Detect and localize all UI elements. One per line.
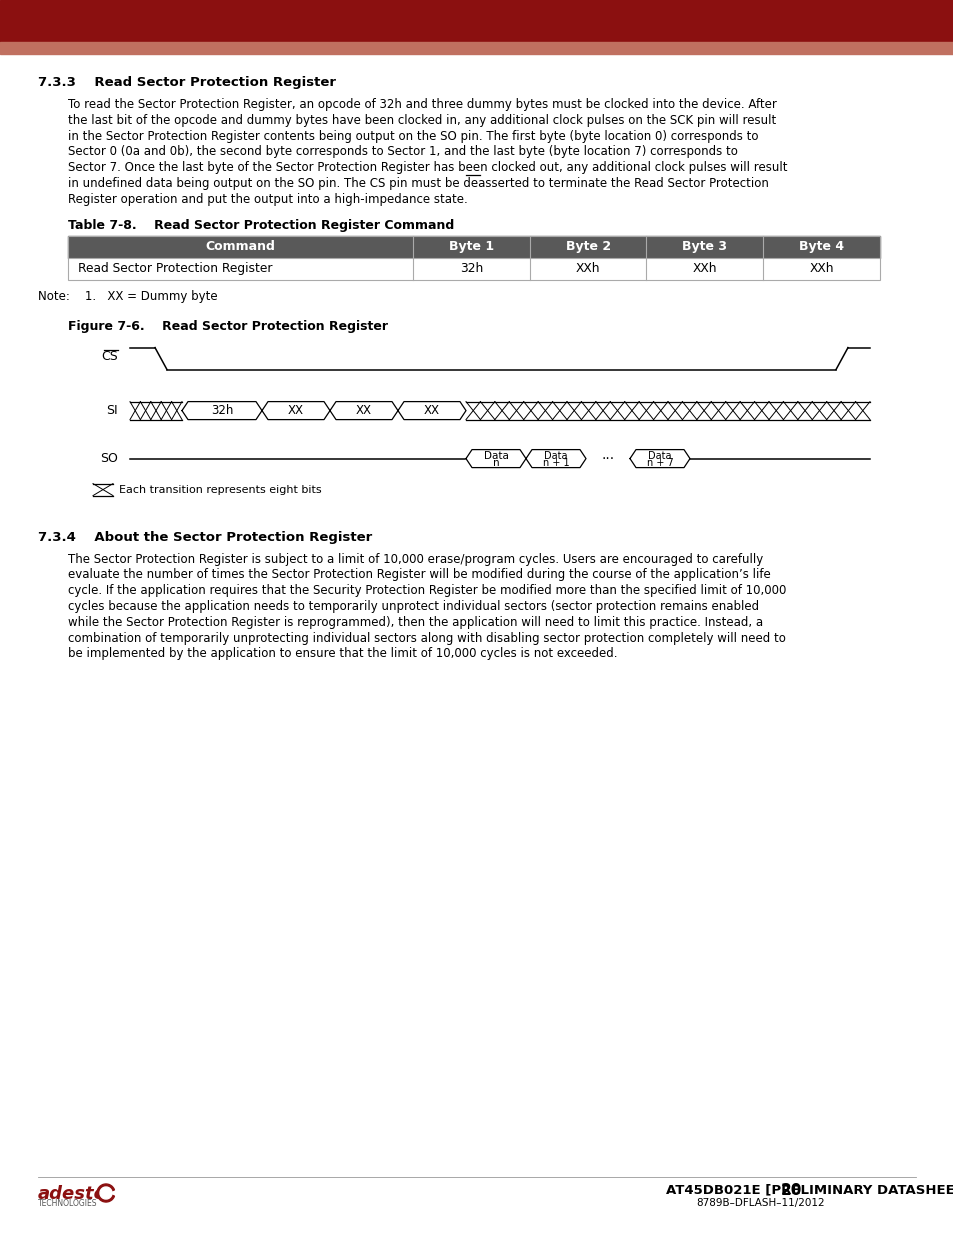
Text: Register operation and put the output into a high-impedance state.: Register operation and put the output in… — [68, 193, 467, 206]
Text: Note:    1.   XX = Dummy byte: Note: 1. XX = Dummy byte — [38, 289, 217, 303]
Text: combination of temporarily unprotecting individual sectors along with disabling : combination of temporarily unprotecting … — [68, 631, 785, 645]
Text: XX: XX — [423, 404, 439, 417]
Polygon shape — [262, 401, 330, 420]
Text: Byte 4: Byte 4 — [799, 240, 843, 253]
Text: 20: 20 — [781, 1183, 801, 1198]
Text: Byte 3: Byte 3 — [681, 240, 726, 253]
Text: 32h: 32h — [211, 404, 233, 417]
Text: Data: Data — [483, 451, 508, 461]
Polygon shape — [525, 450, 585, 468]
Text: XX: XX — [355, 404, 372, 417]
Text: Sector 0 (0a and 0b), the second byte corresponds to Sector 1, and the last byte: Sector 0 (0a and 0b), the second byte co… — [68, 146, 737, 158]
Text: Each transition represents eight bits: Each transition represents eight bits — [119, 484, 321, 494]
Text: The Sector Protection Register is subject to a limit of 10,000 erase/program cyc: The Sector Protection Register is subjec… — [68, 552, 762, 566]
Bar — [68, 236, 879, 279]
Polygon shape — [629, 450, 689, 468]
Text: AT45DB021E [PRELIMINARY DATASHEET]: AT45DB021E [PRELIMINARY DATASHEET] — [665, 1183, 953, 1195]
Bar — [0, 42, 953, 54]
Bar — [0, 0, 953, 42]
Text: Byte 2: Byte 2 — [565, 240, 610, 253]
Text: TECHNOLOGIES: TECHNOLOGIES — [38, 1199, 97, 1208]
Text: Command: Command — [205, 240, 275, 253]
Text: SO: SO — [100, 452, 118, 466]
Text: To read the Sector Protection Register, an opcode of 32h and three dummy bytes m: To read the Sector Protection Register, … — [68, 98, 776, 111]
Text: XX: XX — [288, 404, 304, 417]
Polygon shape — [182, 401, 262, 420]
Text: Data: Data — [648, 451, 671, 461]
Text: Read Sector Protection Register: Read Sector Protection Register — [78, 262, 273, 275]
Text: adesto: adesto — [38, 1186, 107, 1203]
Wedge shape — [100, 1187, 112, 1199]
Polygon shape — [330, 401, 397, 420]
Text: n + 7: n + 7 — [646, 457, 673, 468]
Text: 32h: 32h — [459, 262, 482, 275]
Text: the last bit of the opcode and dummy bytes have been clocked in, any additional : the last bit of the opcode and dummy byt… — [68, 114, 776, 127]
Text: be implemented by the application to ensure that the limit of 10,000 cycles is n: be implemented by the application to ens… — [68, 647, 617, 661]
Text: 7.3.3    Read Sector Protection Register: 7.3.3 Read Sector Protection Register — [38, 77, 335, 89]
Text: Byte 1: Byte 1 — [448, 240, 494, 253]
Text: ···: ··· — [600, 452, 614, 466]
Bar — [68, 258, 879, 279]
Text: evaluate the number of times the Sector Protection Register will be modified dur: evaluate the number of times the Sector … — [68, 568, 770, 582]
Bar — [68, 236, 879, 258]
Text: SI: SI — [107, 404, 118, 417]
Text: while the Sector Protection Register is reprogrammed), then the application will: while the Sector Protection Register is … — [68, 616, 762, 629]
Polygon shape — [397, 401, 465, 420]
Text: Table 7-8.    Read Sector Protection Register Command: Table 7-8. Read Sector Protection Regist… — [68, 219, 454, 232]
Text: in the Sector Protection Register contents being output on the SO pin. The first: in the Sector Protection Register conten… — [68, 130, 758, 142]
Text: cycle. If the application requires that the Security Protection Register be modi: cycle. If the application requires that … — [68, 584, 785, 598]
Text: XXh: XXh — [692, 262, 717, 275]
Text: Figure 7-6.    Read Sector Protection Register: Figure 7-6. Read Sector Protection Regis… — [68, 320, 388, 332]
Text: 7.3.4    About the Sector Protection Register: 7.3.4 About the Sector Protection Regist… — [38, 531, 372, 543]
Text: n: n — [492, 457, 498, 468]
Text: cycles because the application needs to temporarily unprotect individual sectors: cycles because the application needs to … — [68, 600, 759, 613]
Text: n + 1: n + 1 — [542, 457, 569, 468]
Text: XXh: XXh — [808, 262, 833, 275]
Polygon shape — [465, 450, 525, 468]
Text: XXh: XXh — [576, 262, 599, 275]
Text: Sector 7. Once the last byte of the Sector Protection Register has been clocked : Sector 7. Once the last byte of the Sect… — [68, 162, 786, 174]
Text: CS: CS — [101, 350, 118, 363]
Wedge shape — [97, 1184, 114, 1202]
Text: 8789B–DFLASH–11/2012: 8789B–DFLASH–11/2012 — [696, 1198, 823, 1208]
Text: in undefined data being output on the SO pin. The CS pin must be deasserted to t: in undefined data being output on the SO… — [68, 177, 768, 190]
Text: Data: Data — [543, 451, 567, 461]
